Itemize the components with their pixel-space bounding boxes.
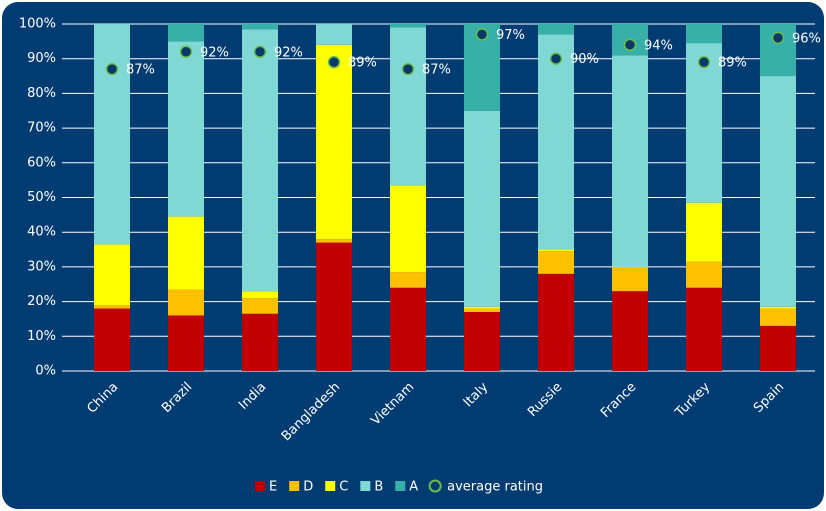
bar-segment [612,291,648,371]
marker-label: 87% [126,63,155,78]
average-marker [253,45,267,59]
bar-segment [94,24,130,245]
average-marker [327,55,341,69]
marker-label: 92% [200,45,229,60]
y-tick-label: 20% [27,294,56,309]
bar-segment [168,24,204,42]
legend-marker [428,479,442,493]
bar-segment [94,308,130,371]
legend-label: average rating [447,480,543,495]
marker-label: 87% [422,63,451,78]
bar-segment [94,244,130,306]
bar-segment [612,266,648,292]
average-marker [771,31,785,45]
bar-segment [538,34,574,250]
bar-segment [316,44,352,240]
marker-label: 92% [274,45,303,60]
bar-segment [168,41,204,217]
legend-label: E [269,480,277,495]
bar-segment [390,287,426,371]
bar-segment [464,312,500,371]
legend-label: C [339,480,348,495]
average-marker [401,62,415,76]
y-tick-label: 50% [27,190,56,205]
legend-label: D [303,480,313,495]
legend-swatch [255,481,265,491]
y-tick-label: 60% [27,155,56,170]
legend-label: B [374,480,383,495]
y-tick-label: 0% [35,364,56,379]
bar-segment [612,55,648,267]
legend-label: A [409,480,418,495]
y-tick-label: 80% [27,86,56,101]
y-tick-label: 30% [27,259,56,274]
bar-segment [242,291,278,299]
bar-segment [390,27,426,186]
bar-segment [168,315,204,371]
average-marker [179,45,193,59]
bar-segment [538,249,574,252]
average-marker [105,62,119,76]
bar-segment [760,76,796,307]
legend-swatch [289,481,300,491]
legend-swatch [395,481,406,491]
bar-segment [686,202,722,262]
bar-segment [760,325,796,371]
bar-segment [760,308,796,326]
bar-segment [686,287,722,371]
bar-segment [390,185,426,273]
y-tick-label: 70% [27,121,56,136]
bar-segment [538,251,574,274]
bar-segment [242,298,278,314]
bar-segment [464,308,500,313]
bar-segment [390,272,426,288]
y-tick-label: 40% [27,225,56,240]
bar-segment [760,306,796,309]
marker-label: 89% [718,56,747,71]
bar-segment [168,289,204,316]
marker-label: 97% [496,28,525,43]
average-marker [475,28,489,41]
bar-segment [686,24,722,44]
marker-label: 89% [348,56,377,71]
bar-segment [686,43,722,203]
bar-segment [538,24,574,35]
bar-segment [242,24,278,30]
marker-label: 96% [792,31,821,46]
bar-segment [464,110,500,307]
y-tick-label: 100% [19,17,56,32]
average-marker [549,52,563,65]
bar-segment [316,239,352,243]
bar-segment [168,216,204,290]
bar-segment [242,313,278,371]
bar-segment [316,24,352,45]
marker-label: 94% [644,38,673,53]
bar-segment [316,242,352,371]
bar-segment [242,29,278,292]
legend-swatch [325,481,336,491]
average-marker [697,55,711,69]
y-tick-label: 10% [27,329,56,344]
bar-segment [390,24,426,28]
bar-segment [464,306,500,309]
marker-label: 90% [570,52,599,67]
bar-segment [538,273,574,371]
y-tick-label: 90% [27,51,56,66]
average-marker [623,38,637,52]
bar-segment [686,261,722,288]
legend-swatch [360,481,371,491]
bar-segment [94,305,130,309]
